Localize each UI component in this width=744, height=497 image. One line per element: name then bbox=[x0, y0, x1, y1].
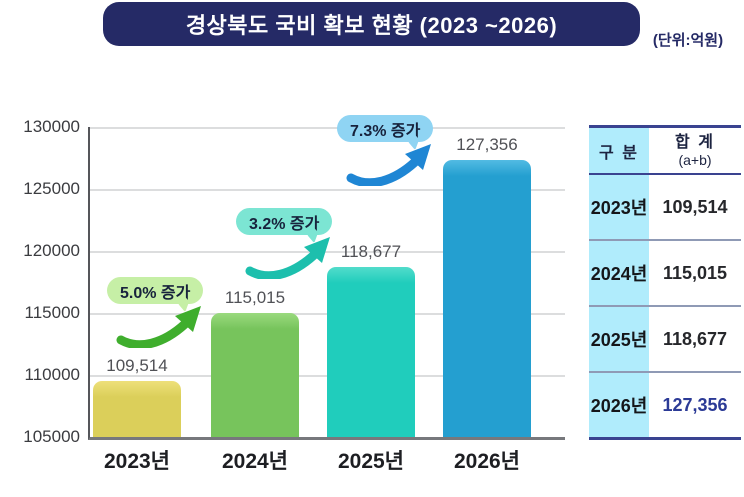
bar-value-label: 115,015 bbox=[224, 288, 286, 307]
increase-badge-2025: 3.2% 증가 bbox=[236, 208, 333, 279]
value-cell: 109,514 bbox=[649, 175, 741, 239]
table-header-row: 구 분 합 계 (a+b) bbox=[589, 128, 741, 175]
year-cell: 2025년 bbox=[589, 307, 649, 371]
year-cell: 2026년 bbox=[589, 373, 649, 437]
bar-2024 bbox=[211, 313, 299, 437]
value-cell: 127,356 bbox=[649, 373, 741, 437]
increase-badge-label: 3.2% 증가 bbox=[249, 215, 320, 233]
y-axis-tick-label: 120000 bbox=[23, 241, 80, 260]
y-axis-tick-label: 105000 bbox=[23, 427, 80, 446]
chart-title: 경상북도 국비 확보 현황 (2023 ~2026) bbox=[185, 13, 558, 38]
x-axis-label: 2023년 bbox=[103, 450, 171, 473]
table-row: 2023년 109,514 bbox=[589, 175, 741, 241]
table-row: 2025년 118,677 bbox=[589, 307, 741, 373]
bar-group-2026: 127,356 bbox=[443, 135, 531, 437]
value-cell: 115,015 bbox=[649, 241, 741, 305]
bar-2023 bbox=[93, 381, 181, 437]
bar-group-2024: 115,015 bbox=[211, 288, 299, 437]
value-cell: 118,677 bbox=[649, 307, 741, 371]
gridline bbox=[90, 189, 565, 191]
increase-arrow-icon bbox=[116, 306, 201, 348]
increase-badge-label: 7.3% 증가 bbox=[350, 122, 421, 140]
increase-badge-pill: 7.3% 증가 bbox=[337, 115, 434, 151]
table-header-total-sub: (a+b) bbox=[678, 151, 712, 168]
summary-table: 구 분 합 계 (a+b) 2023년 109,514 2024년 115,01… bbox=[589, 125, 741, 440]
year-cell: 2023년 bbox=[589, 175, 649, 239]
bar-2025 bbox=[327, 267, 415, 437]
bar-value-label: 127,356 bbox=[456, 135, 518, 154]
unit-label: (단위:억원) bbox=[652, 32, 724, 49]
increase-badge-2026: 7.3% 증가 bbox=[337, 115, 434, 186]
bar-value-label: 118,677 bbox=[340, 242, 402, 261]
x-axis-label: 2024년 bbox=[221, 450, 289, 473]
table-row: 2024년 115,015 bbox=[589, 241, 741, 307]
increase-badge-label: 5.0% 증가 bbox=[120, 284, 191, 302]
bar-group-2025: 118,677 bbox=[327, 242, 415, 437]
y-axis-tick-label: 130000 bbox=[23, 117, 80, 136]
x-axis-label: 2025년 bbox=[337, 450, 405, 473]
increase-badge-pill: 5.0% 증가 bbox=[107, 277, 204, 313]
y-axis-tick-label: 110000 bbox=[24, 365, 80, 384]
table-row: 2026년 127,356 bbox=[589, 373, 741, 437]
chart-title-banner: 경상북도 국비 확보 현황 (2023 ~2026) bbox=[103, 2, 640, 46]
bar-value-label: 109,514 bbox=[106, 356, 168, 375]
gridline bbox=[90, 251, 565, 253]
table-header-total-label: 합 계 bbox=[675, 133, 715, 151]
increase-arrow-icon bbox=[245, 237, 330, 279]
year-cell: 2024년 bbox=[589, 241, 649, 305]
bar-group-2023: 109,514 bbox=[93, 356, 181, 437]
x-axis-label: 2026년 bbox=[453, 450, 521, 473]
bar-2026 bbox=[443, 160, 531, 437]
gridline bbox=[90, 127, 565, 129]
y-axis-tick-label: 125000 bbox=[23, 179, 80, 198]
table-header-division: 구 분 bbox=[589, 128, 649, 173]
increase-badge-pill: 3.2% 증가 bbox=[236, 208, 333, 244]
y-axis-tick-label: 115000 bbox=[24, 303, 80, 322]
increase-badge-2024: 5.0% 증가 bbox=[107, 277, 204, 348]
table-header-total: 합 계 (a+b) bbox=[649, 128, 741, 173]
increase-arrow-icon bbox=[346, 144, 431, 186]
